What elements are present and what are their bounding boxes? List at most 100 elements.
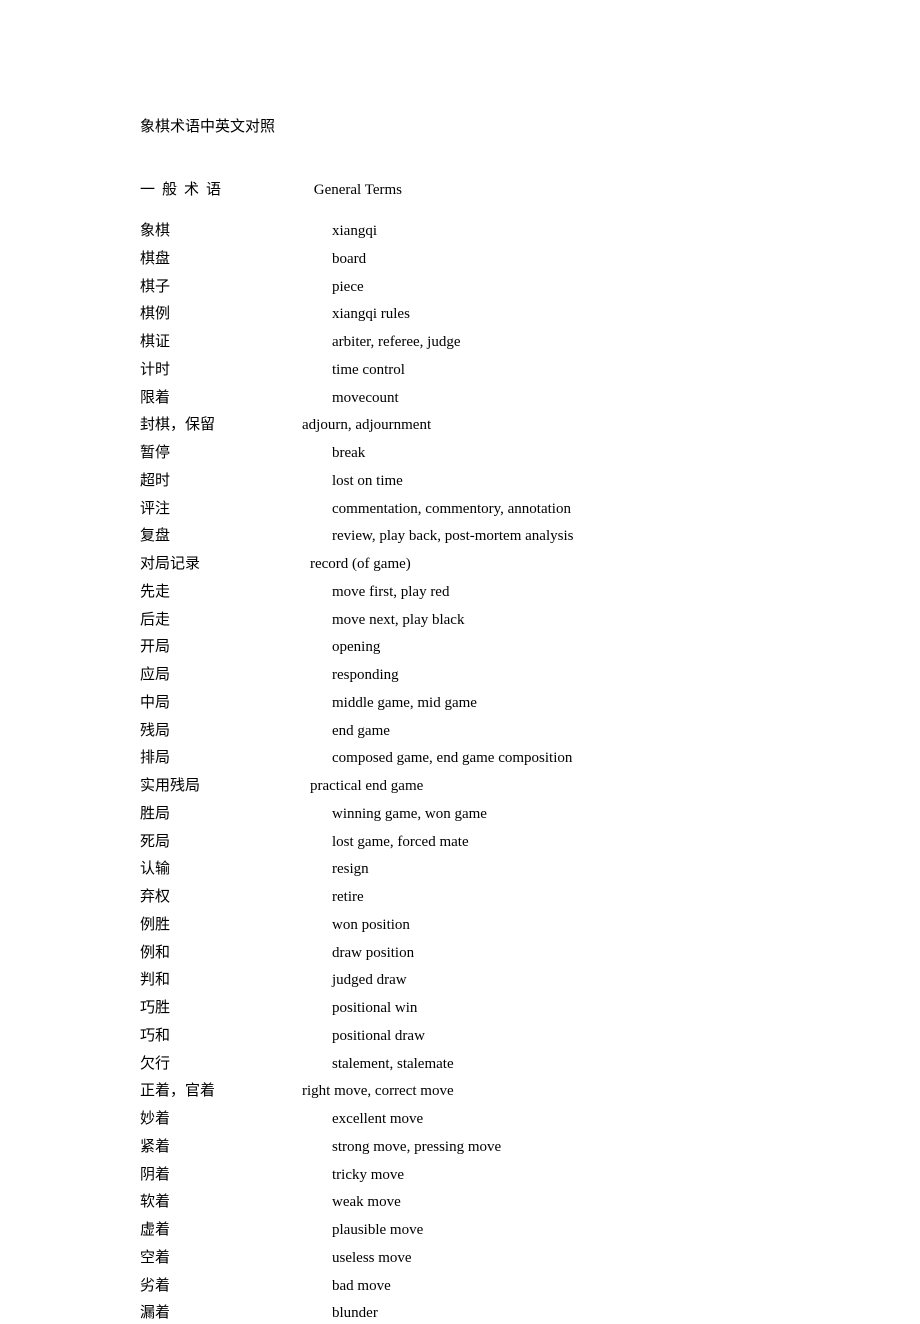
- term-row: 巧胜positional win: [140, 998, 780, 1018]
- term-cn: 认输: [140, 859, 332, 879]
- term-cn: 中局: [140, 693, 332, 713]
- term-cn: 排局: [140, 748, 332, 768]
- term-row: 后走move next, play black: [140, 610, 780, 630]
- term-cn: 例和: [140, 943, 332, 963]
- term-en: blunder: [332, 1303, 378, 1323]
- term-row: 计时time control: [140, 360, 780, 380]
- term-row: 认输resign: [140, 859, 780, 879]
- term-cn: 欠行: [140, 1054, 332, 1074]
- term-en: judged draw: [332, 970, 407, 990]
- term-row: 对局记录record (of game): [140, 554, 780, 574]
- term-cn: 例胜: [140, 915, 332, 935]
- term-row: 弃权retire: [140, 887, 780, 907]
- term-en: arbiter, referee, judge: [332, 332, 460, 352]
- term-en: lost on time: [332, 471, 403, 491]
- term-en: positional win: [332, 998, 417, 1018]
- term-row: 中局middle game, mid game: [140, 693, 780, 713]
- term-row: 限着movecount: [140, 388, 780, 408]
- term-en: opening: [332, 637, 380, 657]
- term-row: 棋证arbiter, referee, judge: [140, 332, 780, 352]
- term-cn: 巧胜: [140, 998, 332, 1018]
- term-cn: 复盘: [140, 526, 332, 546]
- term-en: positional draw: [332, 1026, 425, 1046]
- term-row: 暂停break: [140, 443, 780, 463]
- term-en: review, play back, post-mortem analysis: [332, 526, 573, 546]
- term-cn: 妙着: [140, 1109, 332, 1129]
- term-en: commentation, commentory, annotation: [332, 499, 571, 519]
- term-row: 判和judged draw: [140, 970, 780, 990]
- term-cn: 棋证: [140, 332, 332, 352]
- term-en: move next, play black: [332, 610, 464, 630]
- term-row: 评注commentation, commentory, annotation: [140, 499, 780, 519]
- term-en: xiangqi rules: [332, 304, 410, 324]
- term-cn: 阴着: [140, 1165, 332, 1185]
- term-cn: 空着: [140, 1248, 332, 1268]
- term-cn: 虚着: [140, 1220, 332, 1240]
- section-header: 一般术语 General Terms: [140, 178, 780, 199]
- term-cn: 超时: [140, 471, 332, 491]
- term-row: 复盘review, play back, post-mortem analysi…: [140, 526, 780, 546]
- term-en: middle game, mid game: [332, 693, 477, 713]
- section-header-en: General Terms: [314, 182, 402, 198]
- section-header-cn: 一般术语: [140, 178, 310, 199]
- term-cn: 限着: [140, 388, 332, 408]
- term-row: 空着useless move: [140, 1248, 780, 1268]
- term-en: piece: [332, 277, 364, 297]
- term-cn: 残局: [140, 721, 332, 741]
- term-cn: 暂停: [140, 443, 332, 463]
- term-cn: 漏着: [140, 1303, 332, 1323]
- term-en: won position: [332, 915, 410, 935]
- term-row: 排局composed game, end game composition: [140, 748, 780, 768]
- term-cn: 对局记录: [140, 554, 332, 574]
- term-row: 漏着blunder: [140, 1303, 780, 1323]
- term-cn: 象棋: [140, 221, 332, 241]
- term-row: 开局opening: [140, 637, 780, 657]
- term-row: 棋例xiangqi rules: [140, 304, 780, 324]
- term-cn: 实用残局: [140, 776, 332, 796]
- term-en: record (of game): [310, 554, 411, 574]
- term-row: 残局end game: [140, 721, 780, 741]
- term-cn: 软着: [140, 1192, 332, 1212]
- term-en: responding: [332, 665, 399, 685]
- term-en: move first, play red: [332, 582, 449, 602]
- term-cn: 评注: [140, 499, 332, 519]
- term-row: 例和draw position: [140, 943, 780, 963]
- term-en: practical end game: [310, 776, 423, 796]
- term-row: 象棋xiangqi: [140, 221, 780, 241]
- term-cn: 棋盘: [140, 249, 332, 269]
- term-en: time control: [332, 360, 405, 380]
- term-cn: 先走: [140, 582, 332, 602]
- term-row: 棋子piece: [140, 277, 780, 297]
- term-en: right move, correct move: [302, 1081, 454, 1101]
- term-list: 象棋xiangqi棋盘board棋子piece棋例xiangqi rules棋证…: [140, 221, 780, 1324]
- term-row: 虚着plausible move: [140, 1220, 780, 1240]
- term-row: 应局responding: [140, 665, 780, 685]
- term-cn: 死局: [140, 832, 332, 852]
- term-cn: 判和: [140, 970, 332, 990]
- term-cn: 紧着: [140, 1137, 332, 1157]
- term-row: 劣着bad move: [140, 1276, 780, 1296]
- term-row: 欠行stalement, stalemate: [140, 1054, 780, 1074]
- term-row: 死局lost game, forced mate: [140, 832, 780, 852]
- term-en: weak move: [332, 1192, 401, 1212]
- term-row: 阴着tricky move: [140, 1165, 780, 1185]
- term-row: 先走move first, play red: [140, 582, 780, 602]
- term-cn: 开局: [140, 637, 332, 657]
- term-en: lost game, forced mate: [332, 832, 469, 852]
- term-cn: 计时: [140, 360, 332, 380]
- term-cn: 应局: [140, 665, 332, 685]
- term-row: 超时lost on time: [140, 471, 780, 491]
- term-en: adjourn, adjournment: [302, 415, 431, 435]
- term-en: break: [332, 443, 365, 463]
- document-title: 象棋术语中英文对照: [140, 115, 780, 136]
- term-cn: 棋子: [140, 277, 332, 297]
- term-cn: 劣着: [140, 1276, 332, 1296]
- term-en: strong move, pressing move: [332, 1137, 501, 1157]
- term-row: 紧着strong move, pressing move: [140, 1137, 780, 1157]
- term-en: board: [332, 249, 366, 269]
- term-en: bad move: [332, 1276, 391, 1296]
- term-row: 妙着excellent move: [140, 1109, 780, 1129]
- term-row: 实用残局practical end game: [140, 776, 780, 796]
- term-row: 软着weak move: [140, 1192, 780, 1212]
- term-row: 棋盘board: [140, 249, 780, 269]
